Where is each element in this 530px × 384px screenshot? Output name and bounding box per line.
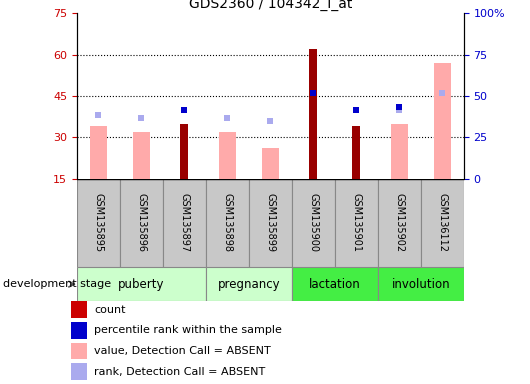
Text: puberty: puberty xyxy=(118,278,165,291)
Title: GDS2360 / 104342_i_at: GDS2360 / 104342_i_at xyxy=(189,0,352,11)
Text: GSM136112: GSM136112 xyxy=(437,193,447,252)
Text: GSM135895: GSM135895 xyxy=(93,193,103,252)
Bar xyxy=(71,343,87,359)
Text: development stage: development stage xyxy=(3,279,111,289)
Text: lactation: lactation xyxy=(309,278,360,291)
Bar xyxy=(90,126,107,179)
Bar xyxy=(434,63,451,179)
Text: GSM135901: GSM135901 xyxy=(351,193,361,252)
Bar xyxy=(262,148,279,179)
Bar xyxy=(249,179,292,267)
Text: GSM135900: GSM135900 xyxy=(308,193,319,252)
Text: rank, Detection Call = ABSENT: rank, Detection Call = ABSENT xyxy=(94,367,266,377)
Text: pregnancy: pregnancy xyxy=(217,278,280,291)
Text: value, Detection Call = ABSENT: value, Detection Call = ABSENT xyxy=(94,346,271,356)
Bar xyxy=(292,267,378,301)
Bar xyxy=(391,124,408,179)
Bar xyxy=(292,179,335,267)
Text: GSM135902: GSM135902 xyxy=(394,193,404,252)
Text: GSM135899: GSM135899 xyxy=(266,193,275,252)
Bar xyxy=(71,363,87,380)
Text: involution: involution xyxy=(392,278,450,291)
Bar xyxy=(378,267,464,301)
Bar xyxy=(206,267,292,301)
Bar xyxy=(421,179,464,267)
Bar xyxy=(219,132,236,179)
Bar xyxy=(335,179,378,267)
Bar xyxy=(77,267,206,301)
Bar xyxy=(132,132,150,179)
Bar xyxy=(71,322,87,339)
Text: count: count xyxy=(94,305,126,315)
Text: GSM135898: GSM135898 xyxy=(222,193,232,252)
Bar xyxy=(206,179,249,267)
Bar xyxy=(180,124,188,179)
Text: GSM135896: GSM135896 xyxy=(136,193,146,252)
Bar xyxy=(71,301,87,318)
Bar xyxy=(378,179,421,267)
Bar xyxy=(163,179,206,267)
Bar xyxy=(120,179,163,267)
Bar xyxy=(352,126,360,179)
Bar xyxy=(310,49,317,179)
Text: percentile rank within the sample: percentile rank within the sample xyxy=(94,325,282,335)
Bar xyxy=(77,179,120,267)
Text: GSM135897: GSM135897 xyxy=(179,193,189,252)
